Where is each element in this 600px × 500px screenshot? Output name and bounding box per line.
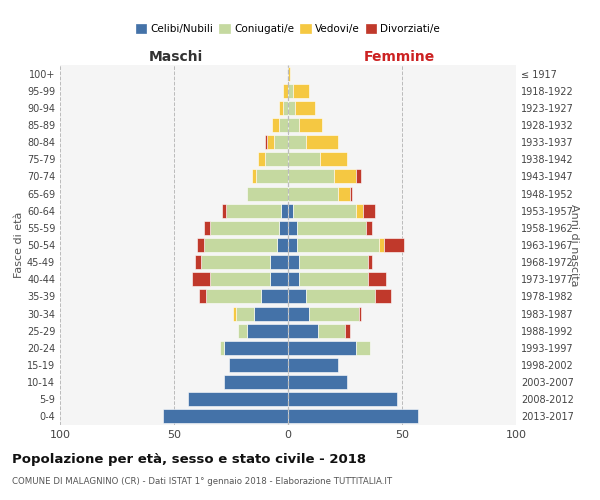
Bar [238, 324, 247, 338]
Bar [283, 84, 288, 98]
Bar [288, 84, 293, 98]
Bar [297, 238, 379, 252]
Bar [163, 410, 288, 424]
Bar [299, 272, 368, 286]
Bar [265, 135, 268, 149]
Bar [199, 290, 206, 304]
Bar [384, 238, 404, 252]
Bar [247, 186, 288, 200]
Bar [288, 152, 320, 166]
Bar [334, 170, 356, 183]
Bar [279, 101, 283, 115]
Bar [192, 272, 211, 286]
Bar [299, 255, 368, 269]
Bar [203, 221, 211, 235]
Bar [233, 306, 236, 320]
Bar [345, 324, 350, 338]
Bar [308, 306, 359, 320]
Bar [256, 170, 288, 183]
Bar [283, 101, 288, 115]
Bar [338, 186, 350, 200]
Bar [288, 341, 356, 355]
Bar [288, 101, 295, 115]
Bar [277, 238, 288, 252]
Bar [259, 152, 265, 166]
Bar [350, 186, 352, 200]
Bar [202, 255, 270, 269]
Legend: Celibi/Nubili, Coniugati/e, Vedovi/e, Divorziati/e: Celibi/Nubili, Coniugati/e, Vedovi/e, Di… [131, 20, 445, 38]
Bar [288, 392, 397, 406]
Bar [306, 290, 374, 304]
Bar [288, 306, 308, 320]
Y-axis label: Anni di nascita: Anni di nascita [569, 204, 579, 286]
Bar [288, 135, 306, 149]
Bar [356, 341, 370, 355]
Bar [293, 204, 356, 218]
Bar [297, 221, 365, 235]
Bar [359, 306, 361, 320]
Bar [211, 272, 270, 286]
Bar [293, 84, 308, 98]
Bar [288, 324, 317, 338]
Bar [281, 204, 288, 218]
Bar [247, 324, 288, 338]
Bar [254, 306, 288, 320]
Bar [211, 221, 279, 235]
Bar [374, 290, 391, 304]
Bar [295, 101, 316, 115]
Bar [379, 238, 384, 252]
Bar [229, 358, 288, 372]
Bar [203, 238, 277, 252]
Bar [260, 290, 288, 304]
Bar [288, 375, 347, 389]
Y-axis label: Fasce di età: Fasce di età [14, 212, 24, 278]
Bar [194, 255, 202, 269]
Bar [288, 272, 299, 286]
Bar [265, 152, 288, 166]
Bar [368, 272, 386, 286]
Text: Femmine: Femmine [364, 50, 436, 64]
Bar [279, 221, 288, 235]
Bar [288, 255, 299, 269]
Bar [288, 66, 290, 80]
Bar [288, 186, 338, 200]
Bar [288, 170, 334, 183]
Bar [224, 341, 288, 355]
Bar [236, 306, 254, 320]
Bar [368, 255, 373, 269]
Bar [365, 221, 373, 235]
Text: COMUNE DI MALAGNINO (CR) - Dati ISTAT 1° gennaio 2018 - Elaborazione TUTTITALIA.: COMUNE DI MALAGNINO (CR) - Dati ISTAT 1°… [12, 478, 392, 486]
Bar [222, 204, 226, 218]
Bar [288, 204, 293, 218]
Bar [224, 375, 288, 389]
Bar [356, 170, 361, 183]
Bar [197, 238, 203, 252]
Bar [274, 135, 288, 149]
Bar [288, 290, 306, 304]
Bar [288, 410, 418, 424]
Bar [356, 204, 363, 218]
Bar [320, 152, 347, 166]
Bar [363, 204, 374, 218]
Bar [220, 341, 224, 355]
Bar [206, 290, 260, 304]
Bar [272, 118, 279, 132]
Bar [317, 324, 345, 338]
Bar [299, 118, 322, 132]
Bar [270, 272, 288, 286]
Bar [188, 392, 288, 406]
Text: Popolazione per età, sesso e stato civile - 2018: Popolazione per età, sesso e stato civil… [12, 452, 366, 466]
Bar [288, 221, 297, 235]
Bar [279, 118, 288, 132]
Bar [288, 358, 338, 372]
Bar [226, 204, 281, 218]
Bar [288, 118, 299, 132]
Bar [251, 170, 256, 183]
Bar [268, 135, 274, 149]
Text: Maschi: Maschi [149, 50, 203, 64]
Bar [288, 238, 297, 252]
Bar [270, 255, 288, 269]
Bar [306, 135, 338, 149]
